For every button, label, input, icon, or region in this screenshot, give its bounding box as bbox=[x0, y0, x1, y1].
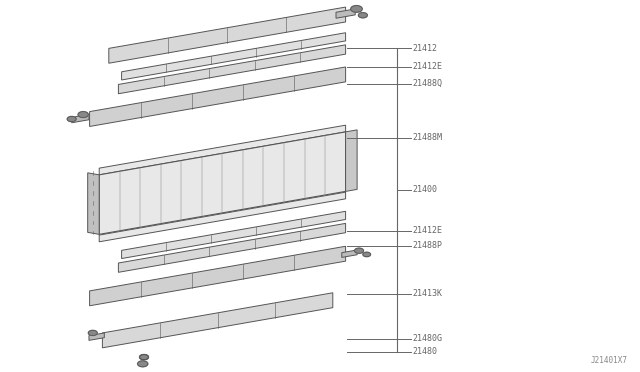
Text: 21412: 21412 bbox=[412, 44, 437, 53]
Polygon shape bbox=[118, 45, 346, 94]
Circle shape bbox=[355, 248, 364, 253]
Polygon shape bbox=[99, 125, 346, 175]
Text: 21480: 21480 bbox=[412, 347, 437, 356]
Text: 21412E: 21412E bbox=[412, 62, 442, 71]
Polygon shape bbox=[342, 250, 357, 257]
Polygon shape bbox=[109, 7, 346, 63]
Circle shape bbox=[363, 252, 371, 257]
Polygon shape bbox=[346, 130, 357, 191]
Text: 21488P: 21488P bbox=[412, 241, 442, 250]
Text: J21401X7: J21401X7 bbox=[590, 356, 627, 365]
Polygon shape bbox=[90, 67, 346, 126]
Text: 21412E: 21412E bbox=[412, 226, 442, 235]
Polygon shape bbox=[88, 173, 99, 234]
Polygon shape bbox=[118, 223, 346, 272]
Circle shape bbox=[140, 355, 148, 360]
Polygon shape bbox=[72, 114, 89, 123]
Circle shape bbox=[358, 13, 367, 18]
Circle shape bbox=[138, 361, 148, 367]
Polygon shape bbox=[89, 333, 104, 340]
Text: 21413K: 21413K bbox=[412, 289, 442, 298]
Polygon shape bbox=[122, 33, 346, 80]
Text: 21488M: 21488M bbox=[412, 133, 442, 142]
Polygon shape bbox=[122, 211, 346, 259]
Polygon shape bbox=[336, 9, 355, 18]
Text: 21480G: 21480G bbox=[412, 334, 442, 343]
Polygon shape bbox=[99, 192, 346, 242]
Polygon shape bbox=[102, 293, 333, 348]
Text: 21400: 21400 bbox=[412, 185, 437, 194]
Text: 21488Q: 21488Q bbox=[412, 79, 442, 88]
Polygon shape bbox=[99, 132, 346, 234]
Circle shape bbox=[78, 112, 88, 118]
Polygon shape bbox=[90, 246, 346, 306]
Circle shape bbox=[140, 355, 148, 360]
Circle shape bbox=[67, 116, 76, 122]
Circle shape bbox=[351, 6, 362, 12]
Circle shape bbox=[88, 330, 97, 336]
